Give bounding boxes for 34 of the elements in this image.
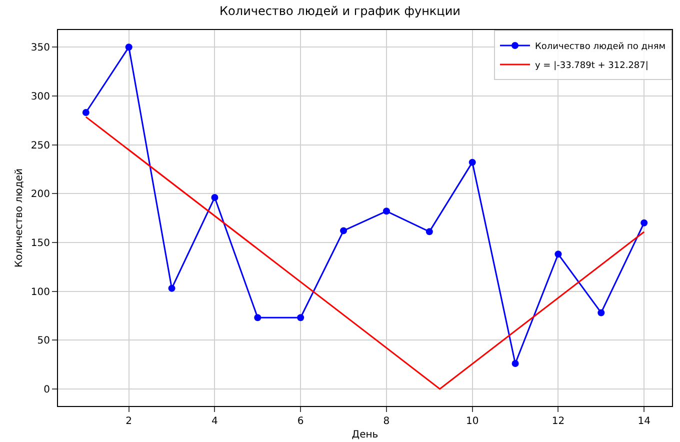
point — [512, 360, 519, 368]
x-tick-label: 4 — [212, 416, 218, 427]
x-tick-label: 8 — [383, 416, 390, 427]
point — [640, 219, 648, 226]
legend-label: y = |-33.789t + 312.287| — [535, 61, 648, 72]
chart-title: Количество людей и график функции — [220, 4, 460, 18]
y-axis-title: Количество людей — [14, 168, 25, 268]
x-tick-label: 12 — [552, 416, 565, 427]
x-tick-label: 6 — [297, 416, 304, 427]
point — [340, 227, 348, 234]
x-axis-title: День — [352, 430, 378, 440]
y-tick-label: 350 — [30, 42, 50, 54]
x-tick-label: 2 — [126, 416, 132, 427]
y-tick-label: 200 — [30, 189, 50, 200]
point — [168, 284, 176, 292]
point — [297, 314, 304, 322]
y-tick-label: 100 — [30, 286, 50, 298]
point — [598, 309, 605, 316]
point — [382, 208, 390, 215]
legend-label: Количество людей по дням — [535, 42, 666, 52]
point — [554, 250, 562, 258]
point — [211, 194, 218, 201]
point — [82, 109, 90, 116]
y-tick-label: 150 — [30, 238, 50, 249]
y-tick-label: 250 — [30, 140, 50, 152]
x-tick-label: 14 — [638, 416, 650, 427]
point — [125, 44, 132, 51]
point — [254, 314, 262, 322]
point — [468, 158, 476, 166]
y-tick-label: 50 — [37, 336, 50, 347]
y-tick-label: 0 — [44, 384, 50, 396]
x-tick-label: 10 — [466, 416, 479, 427]
y-tick-label: 300 — [30, 91, 50, 102]
point — [426, 228, 433, 236]
